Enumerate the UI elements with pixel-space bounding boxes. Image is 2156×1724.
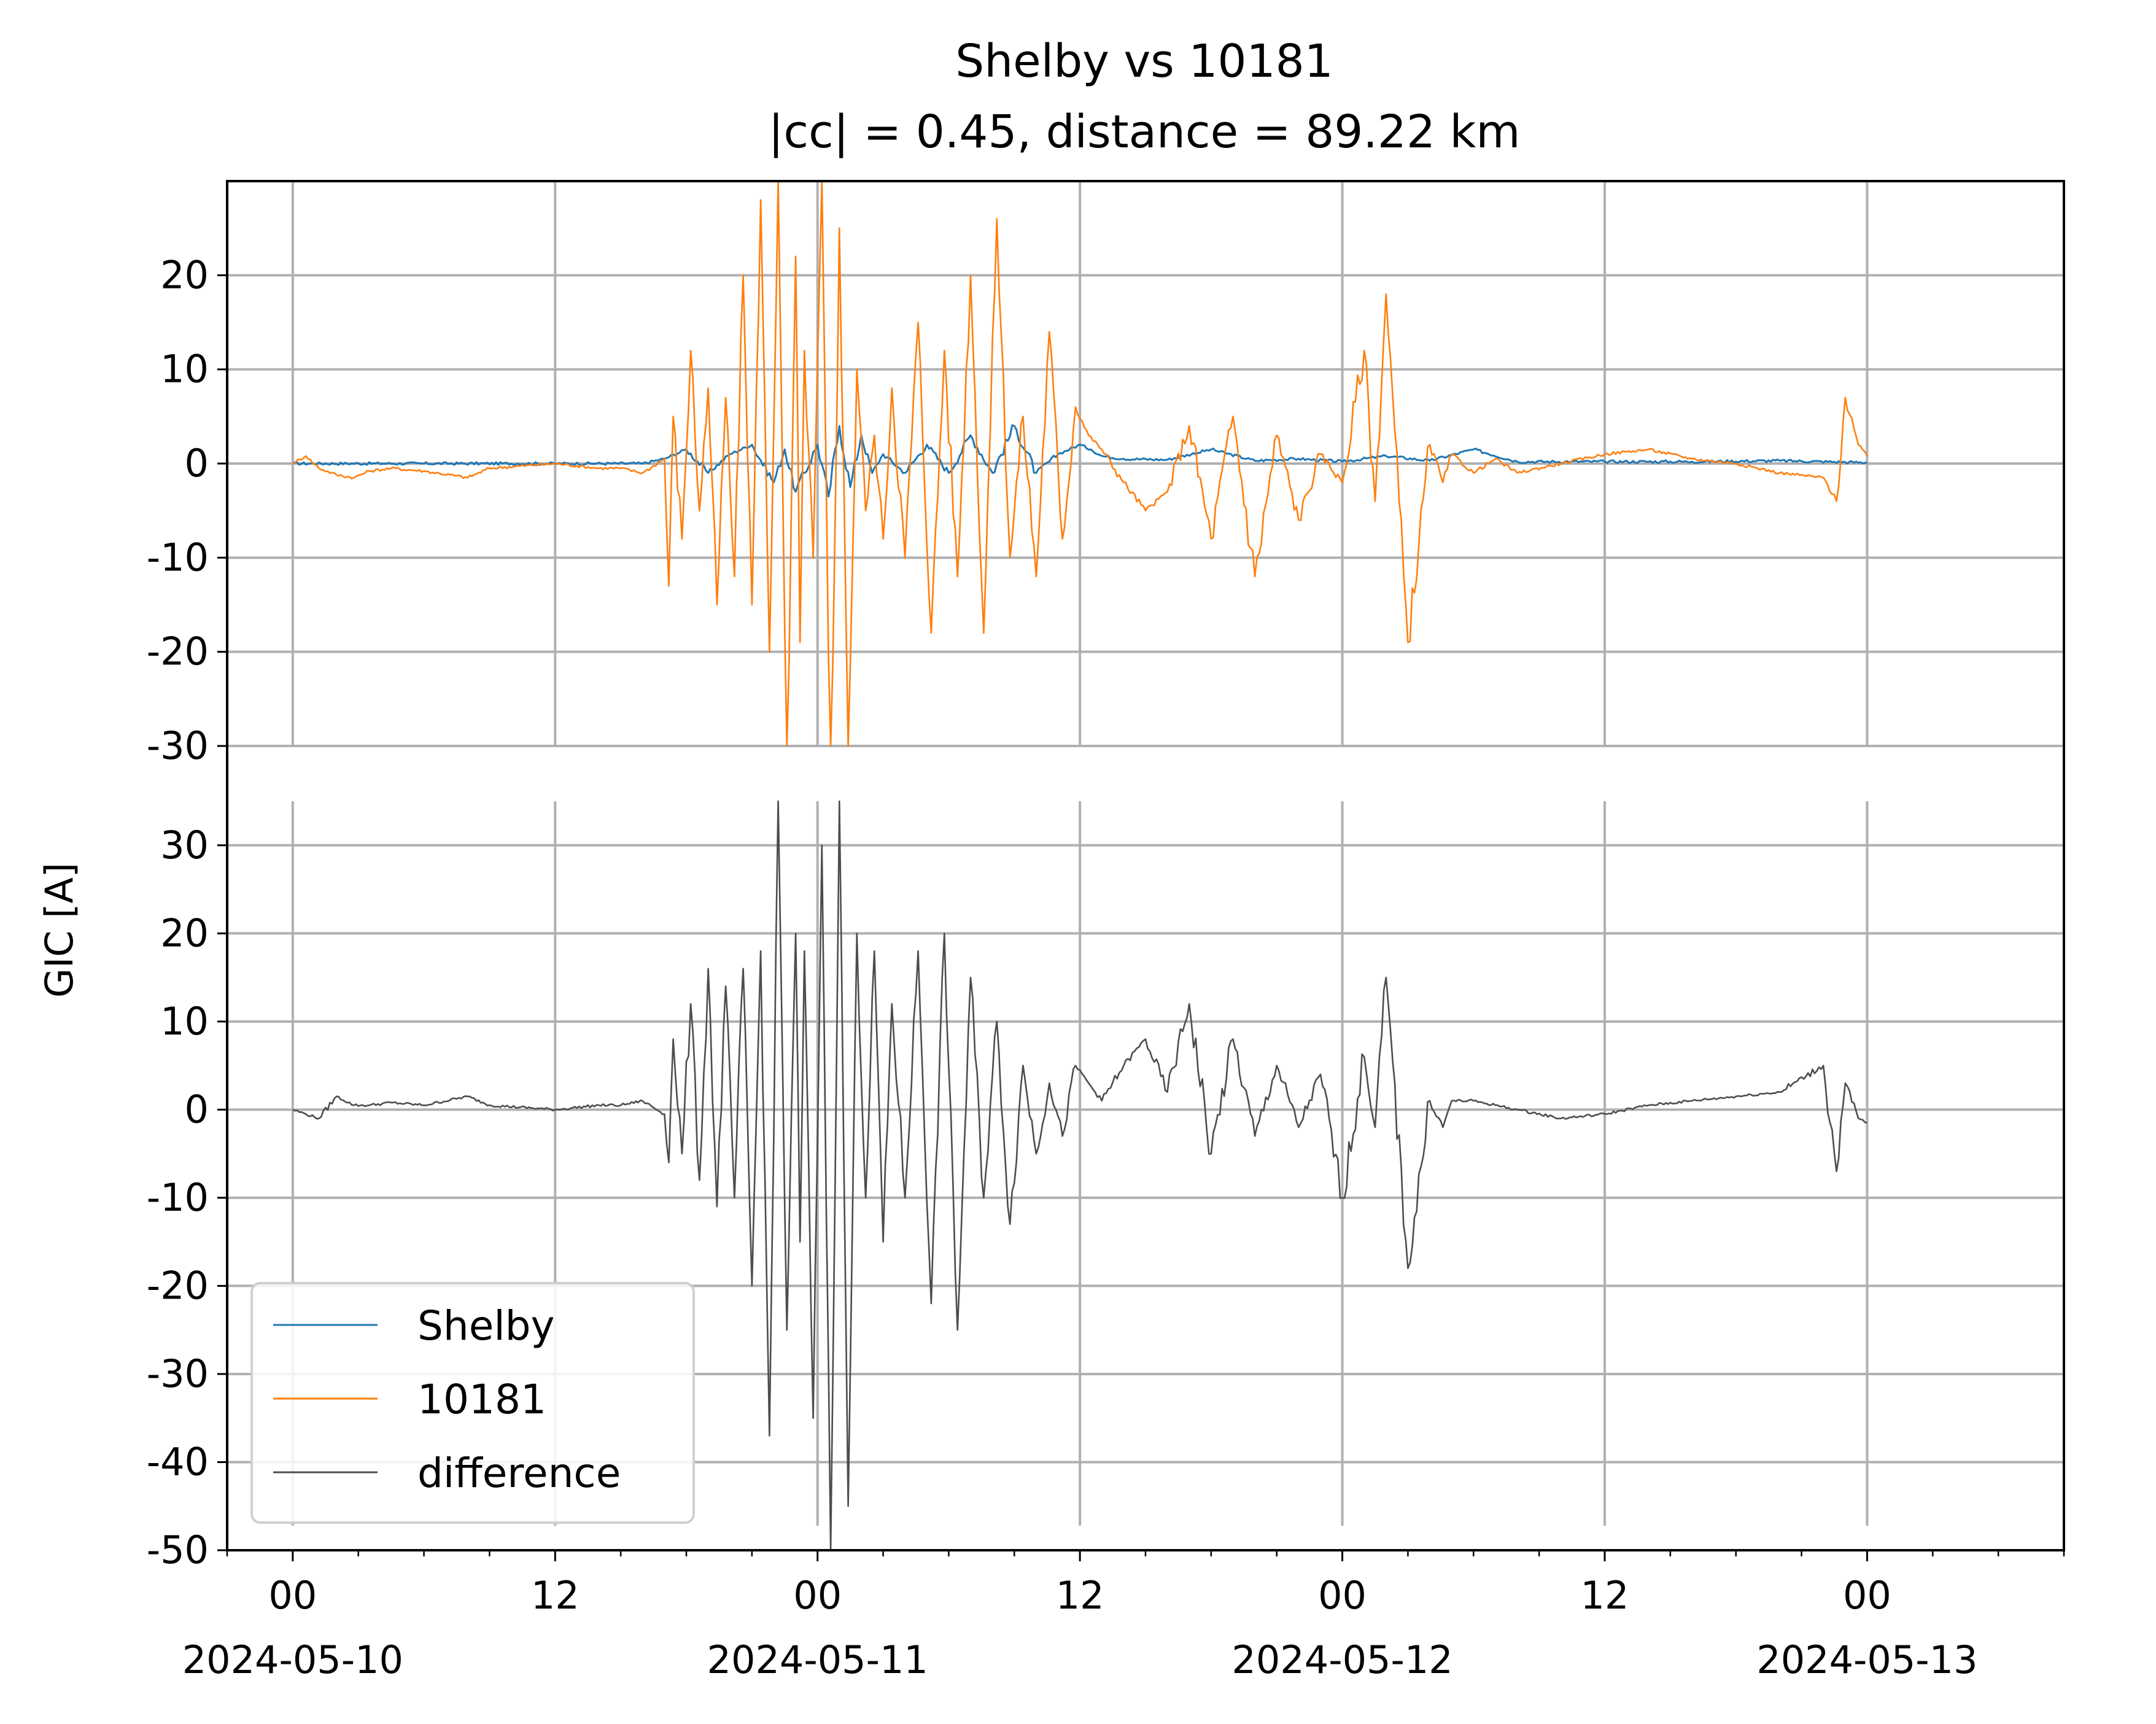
xtick-label-time: 00 — [793, 1573, 842, 1618]
series-line-10181 — [292, 180, 1868, 747]
ticks-layer: 20 10 0 -10 -20 -30 30 20 10 0 -10 -20 -30 -40 -50 00 20… — [147, 252, 2065, 1682]
xtick-label-time: 12 — [531, 1573, 580, 1618]
lower-ytick-label: 10 — [160, 999, 209, 1044]
lower-ytick-label: -30 — [147, 1351, 209, 1396]
xtick-label-time: 12 — [1056, 1573, 1104, 1618]
upper-ytick-label: 20 — [160, 252, 209, 297]
legend-box — [250, 1282, 695, 1524]
xtick-label-time: 00 — [268, 1573, 317, 1618]
upper-ytick-label: 10 — [160, 347, 209, 392]
xtick-label-time: 00 — [1318, 1573, 1367, 1618]
lower-ytick-label: 20 — [160, 911, 209, 955]
lower-ytick-label: 30 — [160, 823, 209, 868]
lower-ytick-label: -40 — [147, 1439, 209, 1484]
y-axis-label: GIC [A] — [37, 863, 82, 998]
upper-ytick-label: -10 — [147, 535, 209, 580]
legend-label-shelby: Shelby — [417, 1302, 555, 1349]
lower-ytick-label: -10 — [147, 1175, 209, 1220]
lower-ytick-label: -50 — [147, 1528, 209, 1572]
lower-ytick-label: -20 — [147, 1263, 209, 1308]
xtick-label-date: 2024-05-12 — [1231, 1637, 1452, 1682]
series-layer — [292, 180, 1868, 1551]
upper-ytick-label: 0 — [185, 441, 209, 486]
legend-label-10181: 10181 — [417, 1376, 546, 1423]
xtick-label-date: 2024-05-10 — [182, 1637, 403, 1682]
lower-ytick-label: 0 — [185, 1087, 209, 1132]
chart-title-line1: Shelby vs 10181 — [955, 35, 1333, 88]
xtick-label-time: 00 — [1843, 1573, 1891, 1618]
xtick-label-time: 12 — [1581, 1573, 1629, 1618]
xtick-label-date: 2024-05-11 — [707, 1637, 928, 1682]
xtick-label-date: 2024-05-13 — [1756, 1637, 1977, 1682]
chart-title-line2: |cc| = 0.45, distance = 89.22 km — [768, 106, 1520, 158]
upper-ytick-label: -30 — [147, 723, 209, 768]
series-line-difference — [292, 800, 1867, 1551]
legend-label-difference: difference — [417, 1450, 621, 1497]
legend: Shelby 10181 difference — [250, 1282, 695, 1524]
upper-ytick-label: -20 — [147, 629, 209, 674]
